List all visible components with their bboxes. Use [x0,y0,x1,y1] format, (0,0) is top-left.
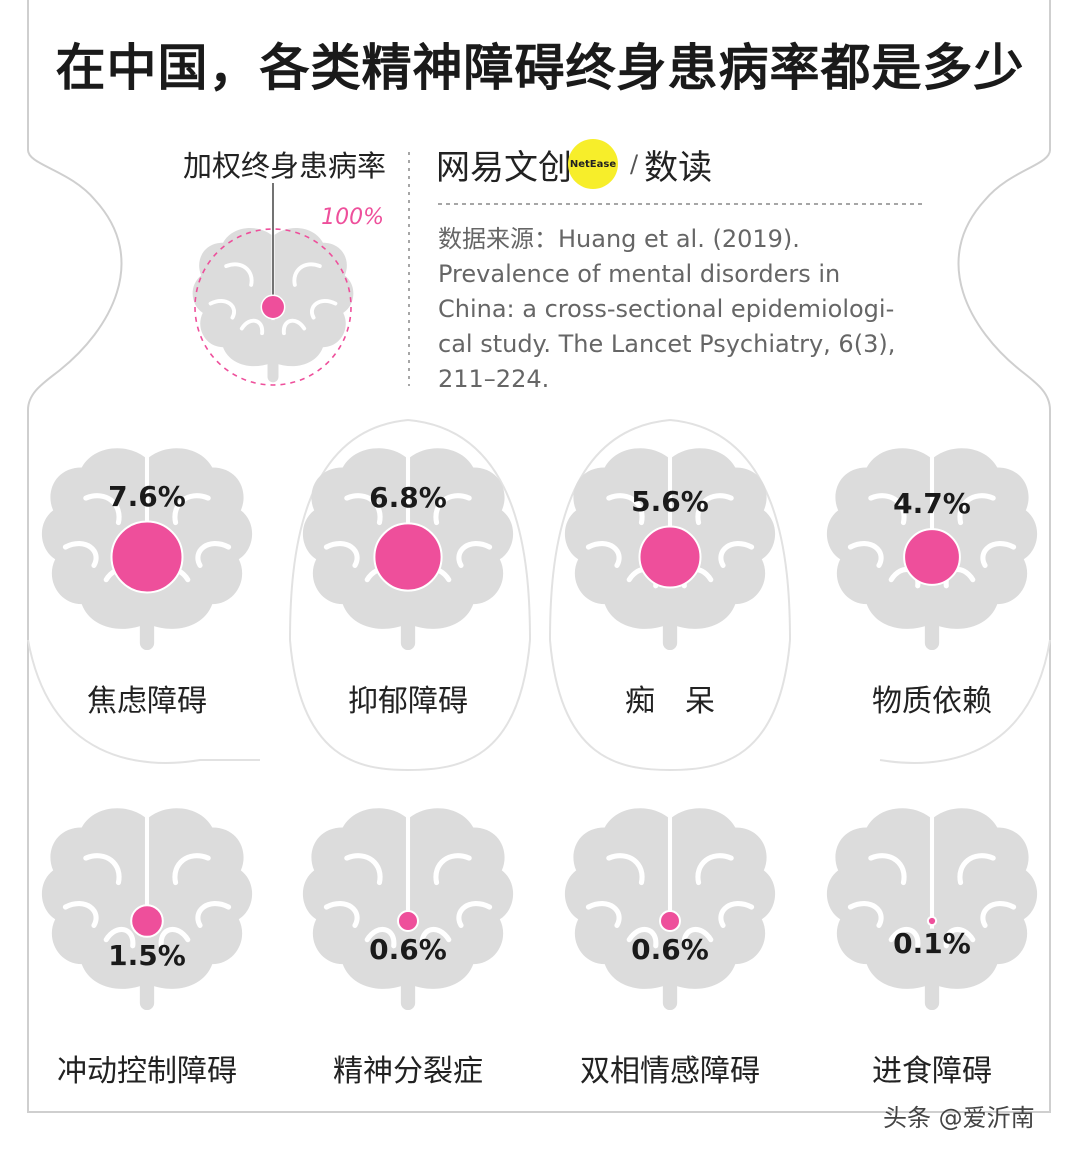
data-source: 数据来源：Huang et al. (2019). Prevalence of … [438,222,938,397]
value-label: 6.8% [369,481,447,515]
brand-name-right: 数读 [644,147,713,188]
value-label: 7.6% [108,479,186,513]
legend-reference-brain [193,183,354,386]
brain-cell [827,448,1037,643]
category-label: 双相情感障碍 [580,1054,760,1089]
brain-cell [565,448,775,643]
category-label: 物质依赖 [872,684,992,719]
brain-cell [827,808,1037,1003]
category-label: 痴 呆 [625,684,715,719]
category-label: 冲动控制障碍 [57,1054,237,1089]
brain-icon [565,808,775,1003]
source-line: cal study. The Lancet Psychiatry, 6(3), [438,330,896,358]
prevalence-bubble [638,525,702,589]
brain-cell [565,808,775,1003]
brand-logo: 网易文创 NetEase / 数读 [436,139,713,189]
reference-100-circle [194,228,352,386]
category-label: 进食障碍 [872,1054,992,1089]
value-label: 1.5% [108,938,186,972]
value-label: 4.7% [893,487,971,521]
category-label: 精神分裂症 [333,1054,483,1089]
source-line: China: a cross-sectional epidemiologi- [438,295,895,323]
value-label: 5.6% [631,484,709,518]
prevalence-bubble [110,520,184,594]
prevalence-bubble [130,904,164,938]
brain-cell [42,448,252,643]
brain-icon [827,808,1037,1003]
brain-cell [303,448,513,643]
source-line: 211–224. [438,365,550,393]
prevalence-bubble [903,528,961,586]
page-title: 在中国，各类精神障碍终身患病率都是多少 [55,39,1025,97]
source-line: Prevalence of mental disorders in [438,260,841,288]
brand-separator: / [630,150,639,178]
legend-sample-dot [260,294,286,320]
prevalence-bubble [373,522,443,592]
watermark: 头条 @爱沂南 [883,1104,1035,1132]
legend-label: 加权终身患病率 [182,149,386,183]
source-line: 数据来源：Huang et al. (2019). [438,225,800,253]
prevalence-bubble [926,915,938,927]
brand-badge: NetEase [568,139,618,189]
category-label: 抑郁障碍 [348,684,468,719]
brain-cell [303,808,513,1003]
brain-icon [303,808,513,1003]
brand-name-left: 网易文创 [436,147,572,188]
brain-cell [42,808,252,1003]
legend-reference-value: 100% [321,205,384,230]
value-label: 0.6% [369,932,447,966]
value-label: 0.1% [893,927,971,961]
prevalence-bubble [659,910,681,932]
category-label: 焦虑障碍 [87,684,207,719]
prevalence-bubble [397,910,419,932]
value-label: 0.6% [631,932,709,966]
